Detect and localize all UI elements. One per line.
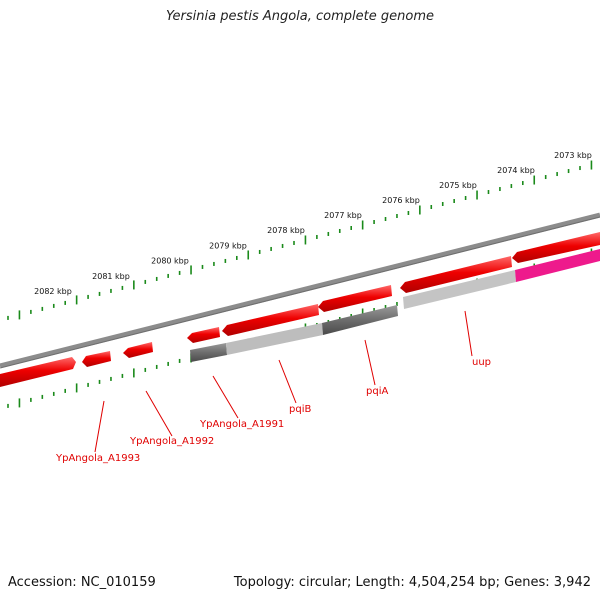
gene-arrow-a1991 bbox=[187, 327, 220, 343]
cog-block-pqia bbox=[322, 305, 398, 335]
gene-label-pqia: pqiA bbox=[366, 386, 388, 397]
cog-block-uup bbox=[403, 270, 516, 309]
kbp-label: 2073 kbp bbox=[554, 151, 592, 160]
kbp-tick-labels: 2073 kbp 2074 kbp 2075 kbp 2076 kbp 2077 kbp… bbox=[34, 151, 592, 296]
gene-arrow-right bbox=[512, 232, 600, 263]
genome-backbone bbox=[0, 212, 600, 369]
kbp-label: 2078 kbp bbox=[267, 226, 305, 235]
leader-pqia bbox=[364, 339, 376, 386]
gene-arrow-pqib bbox=[222, 304, 319, 336]
gene-track bbox=[0, 232, 600, 387]
gene-label-a1993: YpAngola_A1993 bbox=[55, 453, 140, 464]
leader-a1993 bbox=[94, 400, 105, 453]
genome-backbone-shadow bbox=[0, 216, 600, 369]
kbp-label: 2077 kbp bbox=[324, 211, 362, 220]
kbp-label: 2082 kbp bbox=[34, 287, 72, 296]
accession-text: Accession: NC_010159 bbox=[8, 575, 156, 590]
gene-arrow-a1993 bbox=[0, 357, 76, 387]
gene-arrow-uup bbox=[400, 256, 512, 293]
cog-block-a1991 bbox=[190, 343, 227, 362]
topology-summary: Topology: circular; Length: 4,504,254 bp… bbox=[233, 575, 591, 590]
gene-leaders bbox=[94, 310, 473, 453]
leader-a1991 bbox=[212, 375, 239, 419]
gene-label-pqib: pqiB bbox=[289, 404, 311, 415]
gene-label-a1991: YpAngola_A1991 bbox=[199, 419, 284, 430]
cog-track bbox=[190, 249, 600, 362]
gene-arrow-a1992-small bbox=[82, 351, 111, 367]
gene-label-uup: uup bbox=[472, 357, 491, 368]
leader-uup bbox=[464, 310, 473, 357]
kbp-label: 2075 kbp bbox=[439, 181, 477, 190]
cog-block-pink bbox=[515, 249, 600, 282]
kbp-label: 2081 kbp bbox=[92, 272, 130, 281]
kbp-label: 2074 kbp bbox=[497, 166, 535, 175]
leader-pqib bbox=[278, 359, 297, 404]
kbp-label: 2076 kbp bbox=[382, 196, 420, 205]
gene-label-a1992: YpAngola_A1992 bbox=[129, 436, 214, 447]
gene-arrow-pqia bbox=[318, 285, 392, 312]
map-title: Yersinia pestis Angola, complete genome bbox=[166, 9, 434, 24]
kbp-label: 2079 kbp bbox=[209, 241, 247, 250]
gene-arrow-a1992 bbox=[123, 342, 153, 358]
kbp-label: 2080 kbp bbox=[151, 256, 189, 265]
gene-labels: uup pqiA pqiB YpAngola_A1991 YpAngola_A1… bbox=[55, 357, 491, 464]
leader-a1992 bbox=[145, 390, 173, 437]
outer-tick-track bbox=[7, 160, 593, 320]
cog-block-pqib bbox=[226, 323, 323, 355]
